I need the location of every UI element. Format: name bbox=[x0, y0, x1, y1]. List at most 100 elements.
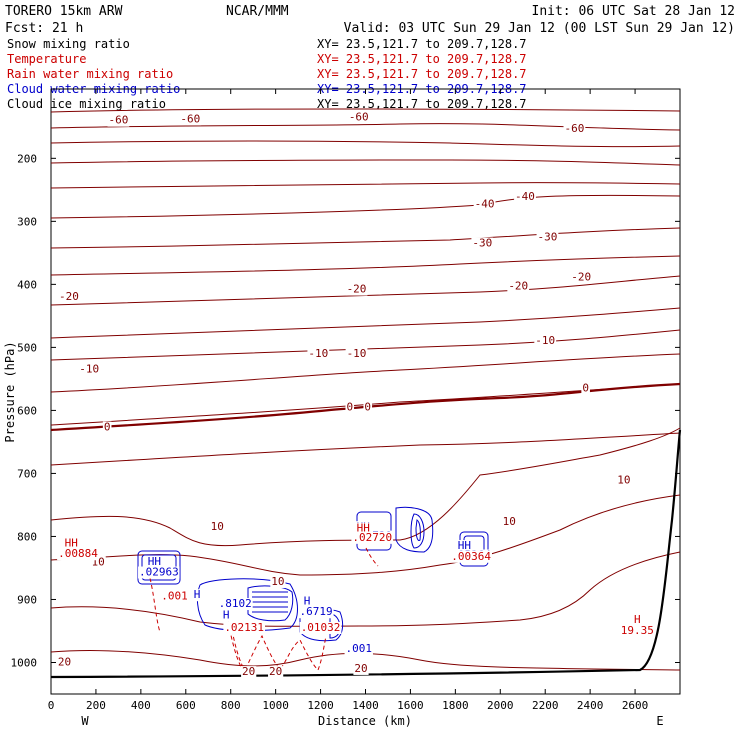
temperature-label-bg bbox=[209, 521, 225, 534]
cloud-water-label: .6719 bbox=[300, 605, 333, 618]
x-tick-label: 2400 bbox=[577, 699, 604, 712]
cloud-water-label: .001 bbox=[346, 642, 373, 655]
x-tick-label: 0 bbox=[48, 699, 55, 712]
warm-contours bbox=[50, 427, 681, 671]
legend-xy: XY= 23.5,121.7 to 209.7,128.7 bbox=[317, 37, 527, 51]
temperature-label: 10 bbox=[271, 575, 284, 588]
legend-xy: XY= 23.5,121.7 to 209.7,128.7 bbox=[317, 52, 527, 66]
x-tick-label: 1000 bbox=[262, 699, 289, 712]
temperature-label-bg bbox=[345, 401, 355, 414]
model-title: TORERO 15km ARW bbox=[5, 4, 123, 19]
rain-label: .01032 bbox=[301, 621, 341, 634]
temperature-label: -60 bbox=[564, 122, 584, 135]
temperature-label: 20 bbox=[354, 662, 367, 675]
temperature-label-bg bbox=[363, 401, 373, 414]
cloud-water-label-bg bbox=[138, 566, 180, 579]
x-tick-label: 1600 bbox=[397, 699, 424, 712]
temperature-label-bg bbox=[347, 111, 370, 124]
temperature-label-bg bbox=[270, 575, 286, 588]
zero-degree-contour bbox=[50, 382, 681, 432]
temperature-label: -60 bbox=[108, 114, 128, 127]
y-tick-label: 200 bbox=[17, 152, 37, 165]
temperature-label-bg bbox=[570, 271, 593, 284]
temperature-label: 0 bbox=[364, 400, 371, 413]
temperature-label-bg bbox=[241, 666, 257, 679]
cloud-water-label: HH bbox=[458, 539, 471, 552]
temperature-label: -30 bbox=[538, 230, 558, 243]
temperature-label-bg bbox=[78, 363, 101, 376]
temperature-label-bg bbox=[536, 231, 559, 244]
contour-labels: -60 -60 -60 -60 -40 -40 -30 -30 -20 -20 -20 -20 -10 -… bbox=[56, 111, 655, 679]
rain-label: HH bbox=[357, 521, 370, 534]
y-tick-label: 700 bbox=[17, 467, 37, 480]
temperature-label-bg bbox=[581, 382, 590, 395]
cloud-water-label: .8102 bbox=[219, 597, 252, 610]
temperature-label-bg bbox=[307, 347, 330, 360]
temperature-label: -20 bbox=[508, 279, 528, 292]
x-axis-title: Distance (km) bbox=[318, 714, 412, 728]
cloud-water-label-bg bbox=[221, 609, 231, 622]
temperature-contours bbox=[50, 108, 681, 466]
temperature-label: -10 bbox=[347, 347, 367, 360]
temperature-label-bg bbox=[107, 114, 130, 127]
rain-label: .001 bbox=[161, 589, 188, 602]
x-tick-label: 800 bbox=[221, 699, 241, 712]
temperature-label-bg bbox=[102, 421, 112, 434]
temperature-label-bg bbox=[345, 347, 368, 360]
rain-label-bg bbox=[619, 625, 655, 638]
temperature-label: -10 bbox=[308, 347, 328, 360]
temperature-label: 10 bbox=[211, 520, 224, 533]
temperature-label-bg bbox=[616, 474, 632, 487]
y-tick-label: 500 bbox=[17, 341, 37, 354]
rain-label-bg bbox=[450, 550, 492, 563]
cloud-water-label-bg bbox=[456, 540, 472, 553]
rain-label-bg bbox=[351, 531, 394, 544]
temperature-label-bg bbox=[563, 122, 586, 135]
legend-xy: XY= 23.5,121.7 to 209.7,128.7 bbox=[317, 97, 527, 111]
rain-label: .00884 bbox=[58, 547, 98, 560]
temperature-label: 10 bbox=[617, 474, 630, 487]
temperature-label-bg bbox=[473, 198, 496, 211]
rain-label: .02131 bbox=[224, 621, 264, 634]
x-tick-label: 1800 bbox=[442, 699, 469, 712]
temperature-label: -10 bbox=[79, 363, 99, 376]
temperature-label: -20 bbox=[571, 271, 591, 284]
temperature-label: 20 bbox=[58, 656, 71, 669]
temperature-label-bg bbox=[58, 291, 80, 304]
legend-label: Snow mixing ratio bbox=[7, 37, 130, 51]
x-axis-west-label: W bbox=[81, 714, 89, 728]
rain-label: .00364 bbox=[451, 550, 491, 563]
cloud-water-label: H bbox=[223, 608, 230, 621]
cloud-water-label-bg bbox=[298, 606, 334, 619]
x-tick-label: 200 bbox=[86, 699, 106, 712]
cloud-water-label-bg bbox=[217, 598, 253, 611]
legend-xy: XY= 23.5,121.7 to 209.7,128.7 bbox=[317, 67, 527, 81]
rain-label: .02720 bbox=[352, 531, 392, 544]
rain-label: HH bbox=[65, 537, 78, 550]
y-tick-label: 300 bbox=[17, 215, 37, 228]
temperature-label: -20 bbox=[59, 290, 79, 303]
terrain-line bbox=[50, 429, 682, 679]
rain-label-bg bbox=[355, 522, 371, 535]
temperature-label-bg bbox=[514, 190, 536, 203]
y-axis-title: Pressure (hPa) bbox=[3, 341, 17, 442]
legend-label: Temperature bbox=[7, 52, 86, 66]
legend-label: Cloud ice mixing ratio bbox=[7, 97, 166, 111]
temperature-label: -10 bbox=[535, 334, 555, 347]
temperature-label-bg bbox=[534, 335, 557, 348]
x-axis-east-label: E bbox=[656, 714, 663, 728]
cloud-water-label: H bbox=[194, 588, 201, 601]
forecast-hour: Fcst: 21 h bbox=[5, 21, 83, 36]
x-tick-label: 2000 bbox=[487, 699, 514, 712]
temperature-label-bg bbox=[471, 237, 494, 250]
rain-label: 19.35 bbox=[621, 624, 654, 637]
temperature-label: -20 bbox=[347, 283, 367, 296]
temperature-label: -40 bbox=[515, 190, 535, 203]
rain-label-bg bbox=[63, 537, 79, 550]
center-title: NCAR/MMM bbox=[226, 4, 289, 19]
y-tick-label: 1000 bbox=[11, 656, 38, 669]
temperature-label: 10 bbox=[503, 515, 516, 528]
x-tick-label: 2600 bbox=[622, 699, 649, 712]
x-tick-label: 1400 bbox=[352, 699, 379, 712]
